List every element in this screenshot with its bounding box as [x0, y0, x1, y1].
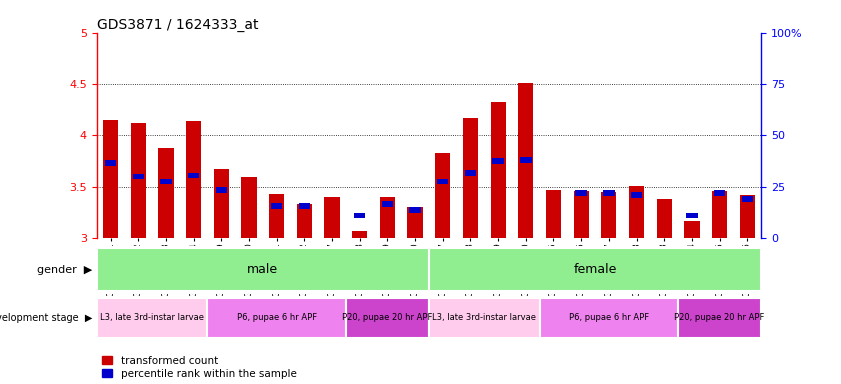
- Text: L3, late 3rd-instar larvae: L3, late 3rd-instar larvae: [100, 313, 204, 322]
- Bar: [380, 197, 395, 238]
- Bar: [130, 123, 145, 238]
- Bar: [188, 172, 199, 178]
- Bar: [678, 298, 761, 338]
- Bar: [325, 197, 340, 238]
- Bar: [299, 204, 310, 209]
- Bar: [269, 194, 284, 238]
- Bar: [629, 186, 644, 238]
- Bar: [686, 213, 697, 218]
- Bar: [352, 231, 368, 238]
- Bar: [103, 120, 119, 238]
- Legend: transformed count, percentile rank within the sample: transformed count, percentile rank withi…: [102, 356, 297, 379]
- Bar: [429, 248, 761, 291]
- Text: male: male: [247, 263, 278, 276]
- Bar: [465, 170, 476, 176]
- Bar: [410, 207, 420, 213]
- Text: P6, pupae 6 hr APF: P6, pupae 6 hr APF: [236, 313, 317, 322]
- Bar: [685, 221, 700, 238]
- Text: development stage  ▶: development stage ▶: [0, 313, 93, 323]
- Bar: [297, 204, 312, 238]
- Bar: [241, 177, 257, 238]
- Bar: [493, 158, 504, 164]
- Bar: [214, 169, 229, 238]
- Bar: [657, 199, 672, 238]
- Bar: [208, 298, 346, 338]
- Bar: [158, 148, 173, 238]
- Bar: [712, 191, 727, 238]
- Bar: [518, 83, 533, 238]
- Bar: [97, 248, 429, 291]
- Bar: [437, 179, 448, 184]
- Text: P6, pupae 6 hr APF: P6, pupae 6 hr APF: [569, 313, 649, 322]
- Bar: [490, 103, 505, 238]
- Text: GDS3871 / 1624333_at: GDS3871 / 1624333_at: [97, 18, 258, 31]
- Bar: [161, 179, 172, 184]
- Bar: [540, 298, 678, 338]
- Bar: [271, 204, 283, 209]
- Text: female: female: [574, 263, 616, 276]
- Text: P20, pupae 20 hr APF: P20, pupae 20 hr APF: [674, 313, 764, 322]
- Bar: [186, 121, 201, 238]
- Bar: [346, 298, 429, 338]
- Text: L3, late 3rd-instar larvae: L3, late 3rd-instar larvae: [432, 313, 537, 322]
- Bar: [574, 191, 589, 238]
- Bar: [742, 196, 753, 202]
- Bar: [133, 174, 144, 179]
- Bar: [714, 190, 725, 196]
- Text: gender  ▶: gender ▶: [37, 265, 93, 275]
- Text: P20, pupae 20 hr APF: P20, pupae 20 hr APF: [342, 313, 432, 322]
- Bar: [631, 192, 643, 198]
- Bar: [739, 195, 755, 238]
- Bar: [407, 207, 423, 238]
- Bar: [575, 190, 587, 196]
- Bar: [382, 201, 393, 207]
- Bar: [97, 298, 208, 338]
- Bar: [105, 160, 116, 166]
- Bar: [520, 157, 532, 163]
- Bar: [429, 298, 540, 338]
- Bar: [215, 187, 227, 192]
- Bar: [601, 192, 616, 238]
- Bar: [435, 153, 451, 238]
- Bar: [354, 213, 365, 218]
- Bar: [603, 190, 615, 196]
- Bar: [463, 118, 478, 238]
- Bar: [546, 190, 561, 238]
